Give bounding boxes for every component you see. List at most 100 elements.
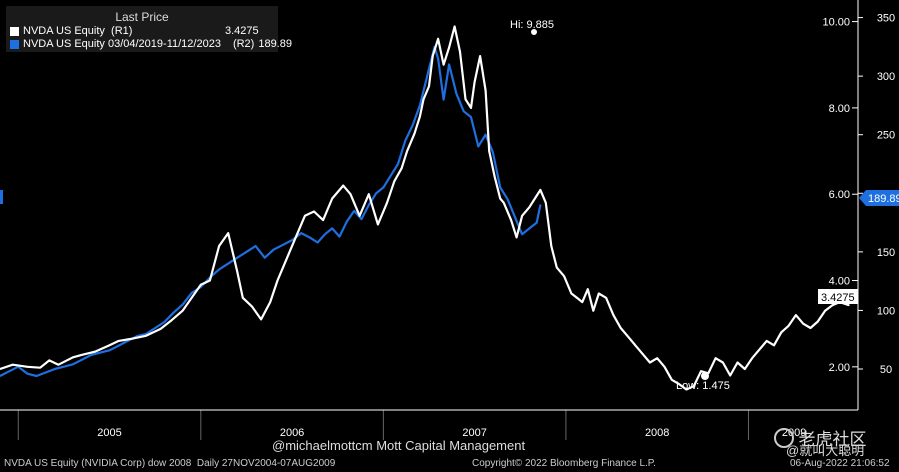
series-1-point — [26, 366, 29, 368]
r1-tick-label: 2.00 — [829, 362, 850, 374]
series-2-point — [227, 262, 229, 265]
x-tick-label: 2008 — [645, 427, 669, 439]
legend-item-series-1: NVDA US Equity (R1) 3.4275 — [10, 25, 259, 37]
r1-last-tag-box — [818, 289, 858, 304]
series-1-point — [159, 328, 162, 330]
series-1-point — [656, 357, 658, 360]
legend-series-1-label: NVDA US Equity (R1) — [23, 25, 133, 37]
series-1-point — [57, 363, 60, 366]
series-2-point — [263, 256, 266, 259]
r2-last-tag: 189.89 — [859, 190, 899, 206]
series-1-point — [377, 223, 379, 226]
series-1-point — [0, 368, 1, 370]
series-1-point — [269, 301, 272, 303]
series-1-point — [802, 322, 804, 325]
series-2-point — [331, 227, 334, 230]
series-1-point — [503, 202, 505, 204]
hi-annotation: Hi: 9.885 — [510, 19, 554, 35]
series-1-point — [459, 51, 461, 53]
r2-tick-label: 350 — [877, 13, 895, 25]
series-1-point — [464, 98, 467, 101]
r1-tick-label: 8.00 — [829, 103, 850, 115]
footer-copyright-text: Copyright© 2022 Bloomberg Finance L.P. — [472, 458, 656, 469]
watermark-logo-icon — [774, 428, 795, 448]
series-1-point — [431, 55, 434, 57]
footer-timestamp-text: 06-Aug-2022 21:06:52 — [790, 458, 890, 469]
series-1-point — [448, 46, 450, 49]
series-2-point — [291, 239, 293, 241]
series-1-point — [848, 304, 850, 307]
series-1-point — [581, 301, 584, 303]
r2-last-tag-box — [859, 190, 899, 206]
series-1-point — [751, 357, 753, 360]
series-1-line — [0, 25, 850, 391]
series-1-point — [453, 25, 456, 28]
series-1-point — [550, 245, 553, 247]
r2-tick-label: 300 — [877, 71, 895, 83]
r1-axis-ticks: 2.00 4.00 6.00 8.00 10.00 — [822, 17, 858, 374]
series-2-point — [90, 354, 93, 356]
series-1-point — [181, 309, 184, 312]
series-1-point — [276, 279, 279, 282]
series-2-point — [63, 365, 65, 368]
series-1-point — [736, 361, 739, 364]
series-1-point — [587, 288, 589, 291]
series-1-point — [692, 385, 695, 388]
series-1-point — [386, 202, 388, 204]
series-2-point — [338, 235, 341, 238]
legend-swatch-series-1 — [10, 26, 19, 36]
series-2-point — [514, 215, 516, 218]
series-1-point — [484, 89, 487, 92]
series-1-point — [130, 338, 133, 340]
series-2-point — [273, 248, 275, 251]
r2-axis-ticks: 50100150200250300350 — [858, 13, 895, 376]
series-1-point — [209, 279, 211, 282]
series-2-point — [382, 186, 385, 189]
series-2-point — [528, 227, 531, 230]
watermark-brand-text: 老虎社区 — [798, 430, 867, 449]
series-1-point — [700, 370, 702, 373]
legend-item-series-2: NVDA US Equity 03/04/2019-11/12/2023 (R2… — [10, 38, 292, 50]
series-1-point — [48, 359, 51, 362]
series-1-point — [422, 98, 425, 101]
series-1-point — [809, 327, 812, 329]
legend-title: Last Price — [115, 10, 169, 24]
series-2-point — [368, 204, 370, 206]
series-1-point — [592, 309, 595, 312]
series-2-point — [477, 145, 480, 148]
series-2-point — [442, 98, 445, 101]
series-1-point — [488, 150, 491, 152]
legend-series-2-value: 189.89 — [258, 38, 292, 50]
series-2-point — [0, 375, 1, 377]
series-1-point — [331, 197, 334, 200]
series-1-point — [479, 55, 481, 57]
axes — [0, 0, 859, 411]
series-2-point — [190, 292, 193, 294]
series-2-point — [492, 151, 494, 154]
series-2-line — [0, 45, 542, 378]
series-1-point — [570, 292, 573, 295]
series-1-line-group — [0, 25, 850, 391]
series-2-point — [117, 344, 120, 347]
series-1-point — [349, 193, 352, 195]
series-2-line-group — [0, 45, 542, 378]
series-1-point — [117, 340, 120, 342]
series-1-point — [787, 325, 790, 327]
low-marker — [701, 372, 709, 380]
series-1-point — [251, 305, 253, 308]
watermark-user: @就叫大聪明 — [786, 443, 865, 458]
r1-tick-label: 4.00 — [829, 276, 850, 288]
series-1-point — [795, 314, 797, 316]
series-1-point — [428, 85, 430, 88]
series-1-point — [393, 180, 396, 183]
series-2-point — [218, 268, 220, 271]
series-1-point — [744, 368, 746, 370]
series-1-point — [406, 150, 408, 152]
series-1-point — [521, 215, 523, 217]
left-edge-marker — [0, 190, 3, 204]
series-2-point — [108, 349, 111, 352]
series-1-point — [598, 292, 600, 295]
series-2-point — [535, 221, 538, 224]
series-1-point — [641, 353, 644, 355]
